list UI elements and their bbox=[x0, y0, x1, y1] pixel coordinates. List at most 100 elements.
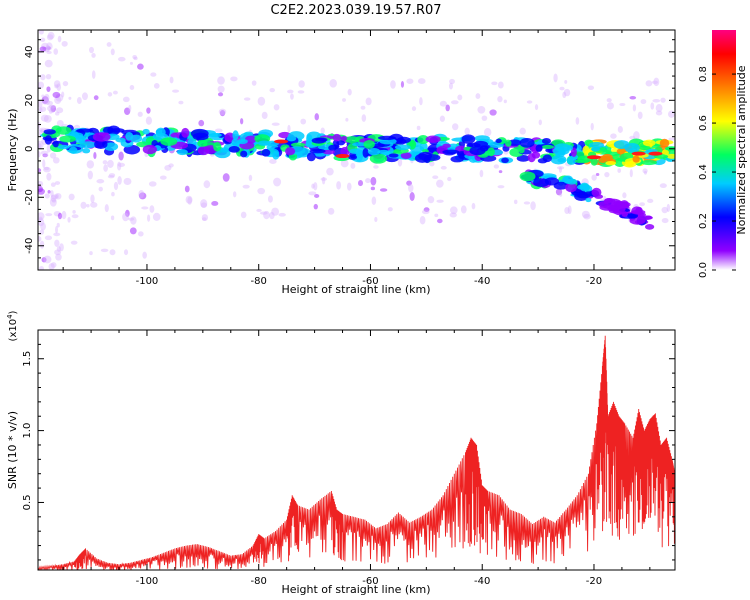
speckle-point bbox=[320, 177, 327, 181]
band-blob bbox=[240, 150, 248, 158]
speckle-point bbox=[46, 172, 52, 181]
speckle-point bbox=[51, 199, 57, 203]
speckle-point bbox=[287, 124, 291, 133]
band-blob bbox=[369, 153, 388, 164]
speckle-point bbox=[46, 46, 51, 50]
speckle-point bbox=[38, 216, 43, 222]
band-blob bbox=[566, 156, 577, 165]
band-blob bbox=[94, 139, 108, 150]
speckle-point bbox=[38, 143, 42, 149]
speckle-point bbox=[61, 210, 67, 220]
band-blob bbox=[290, 142, 306, 147]
speckle-point bbox=[419, 97, 423, 106]
band-blob bbox=[644, 224, 655, 230]
band-blob bbox=[363, 139, 375, 149]
speckle-point bbox=[42, 153, 48, 158]
speckle-point bbox=[38, 100, 43, 108]
speckle-point bbox=[373, 165, 379, 169]
speckle-point bbox=[329, 79, 337, 88]
speckle-point bbox=[257, 187, 266, 195]
band-blob bbox=[309, 148, 326, 154]
band-blob bbox=[565, 182, 577, 193]
speckle-point bbox=[563, 88, 571, 97]
band-blob bbox=[285, 147, 296, 156]
speckle-point bbox=[639, 202, 645, 207]
band-blob bbox=[213, 141, 222, 152]
speckle-point bbox=[184, 185, 190, 193]
spectrogram-x-tick-label: -80 bbox=[251, 276, 267, 287]
speckle-point bbox=[666, 203, 671, 213]
speckle-point bbox=[57, 212, 63, 220]
speckle-point bbox=[530, 201, 536, 211]
band-blob bbox=[589, 141, 604, 149]
speckle-point bbox=[50, 190, 54, 197]
spectrogram-band bbox=[40, 124, 675, 230]
speckle-point bbox=[39, 107, 43, 113]
band-blob bbox=[659, 138, 670, 148]
speckle-point bbox=[427, 196, 435, 204]
speckle-point bbox=[55, 111, 60, 116]
speckle-point bbox=[629, 135, 636, 140]
speckle-point bbox=[242, 184, 250, 189]
speckle-point bbox=[269, 211, 275, 220]
speckle-point bbox=[248, 174, 253, 182]
snr-scale-exp: 4 bbox=[6, 314, 14, 319]
speckle-point bbox=[439, 115, 445, 122]
speckle-point bbox=[111, 191, 115, 197]
speckle-point bbox=[397, 158, 403, 167]
speckle-point bbox=[38, 106, 47, 112]
band-blob bbox=[192, 132, 209, 141]
speckle-point bbox=[61, 91, 65, 98]
band-blob bbox=[570, 147, 577, 158]
speckle-point bbox=[112, 90, 118, 95]
speckle-point bbox=[38, 188, 45, 195]
speckle-point bbox=[100, 248, 109, 253]
speckle-point bbox=[222, 173, 230, 182]
speckle-point bbox=[564, 80, 568, 84]
speckle-point bbox=[117, 162, 125, 167]
band-blob bbox=[160, 137, 178, 146]
band-blob bbox=[627, 212, 639, 219]
speckle-point bbox=[340, 159, 349, 168]
speckle-point bbox=[41, 257, 47, 263]
speckle-point bbox=[590, 122, 594, 131]
speckle-point bbox=[50, 194, 58, 200]
band-blob bbox=[582, 145, 590, 155]
speckle-point bbox=[46, 86, 51, 92]
speckle-point bbox=[647, 198, 654, 204]
speckle-point bbox=[44, 193, 50, 199]
speckle-point bbox=[56, 222, 60, 228]
speckle-point bbox=[219, 109, 226, 117]
band-blob bbox=[322, 149, 335, 155]
speckle-point bbox=[147, 214, 151, 222]
speckle-point bbox=[202, 217, 207, 221]
snr-series-line bbox=[38, 335, 675, 570]
snr-y-tick-label: 0.5 bbox=[22, 495, 33, 511]
speckle-point bbox=[96, 179, 105, 184]
band-blob bbox=[232, 130, 239, 141]
snr-frame bbox=[37, 329, 676, 571]
figure-title: C2E2.2023.039.19.57.R07 bbox=[270, 3, 441, 18]
speckle-point bbox=[61, 40, 68, 47]
speckle-point bbox=[104, 204, 109, 213]
band-blob bbox=[142, 144, 158, 155]
speckle-point bbox=[595, 172, 600, 176]
speckle-point bbox=[448, 82, 453, 90]
speckle-point bbox=[326, 167, 334, 176]
speckle-point bbox=[46, 42, 53, 51]
speckle-point bbox=[483, 128, 492, 137]
speckle-point bbox=[42, 99, 51, 105]
speckle-point bbox=[113, 181, 119, 191]
colorbar-tick-label: 0.2 bbox=[698, 213, 709, 229]
spectrogram-x-tick-label: -100 bbox=[136, 276, 159, 287]
speckle-point bbox=[567, 205, 572, 215]
speckle-point bbox=[87, 170, 93, 180]
band-blob bbox=[197, 145, 210, 156]
band-blob bbox=[68, 146, 78, 154]
band-blob bbox=[487, 147, 495, 157]
speckle-point bbox=[387, 207, 393, 212]
speckle-point bbox=[240, 118, 244, 125]
speckle-point bbox=[86, 204, 90, 208]
speckle-point bbox=[46, 50, 52, 55]
band-blob bbox=[537, 158, 548, 164]
